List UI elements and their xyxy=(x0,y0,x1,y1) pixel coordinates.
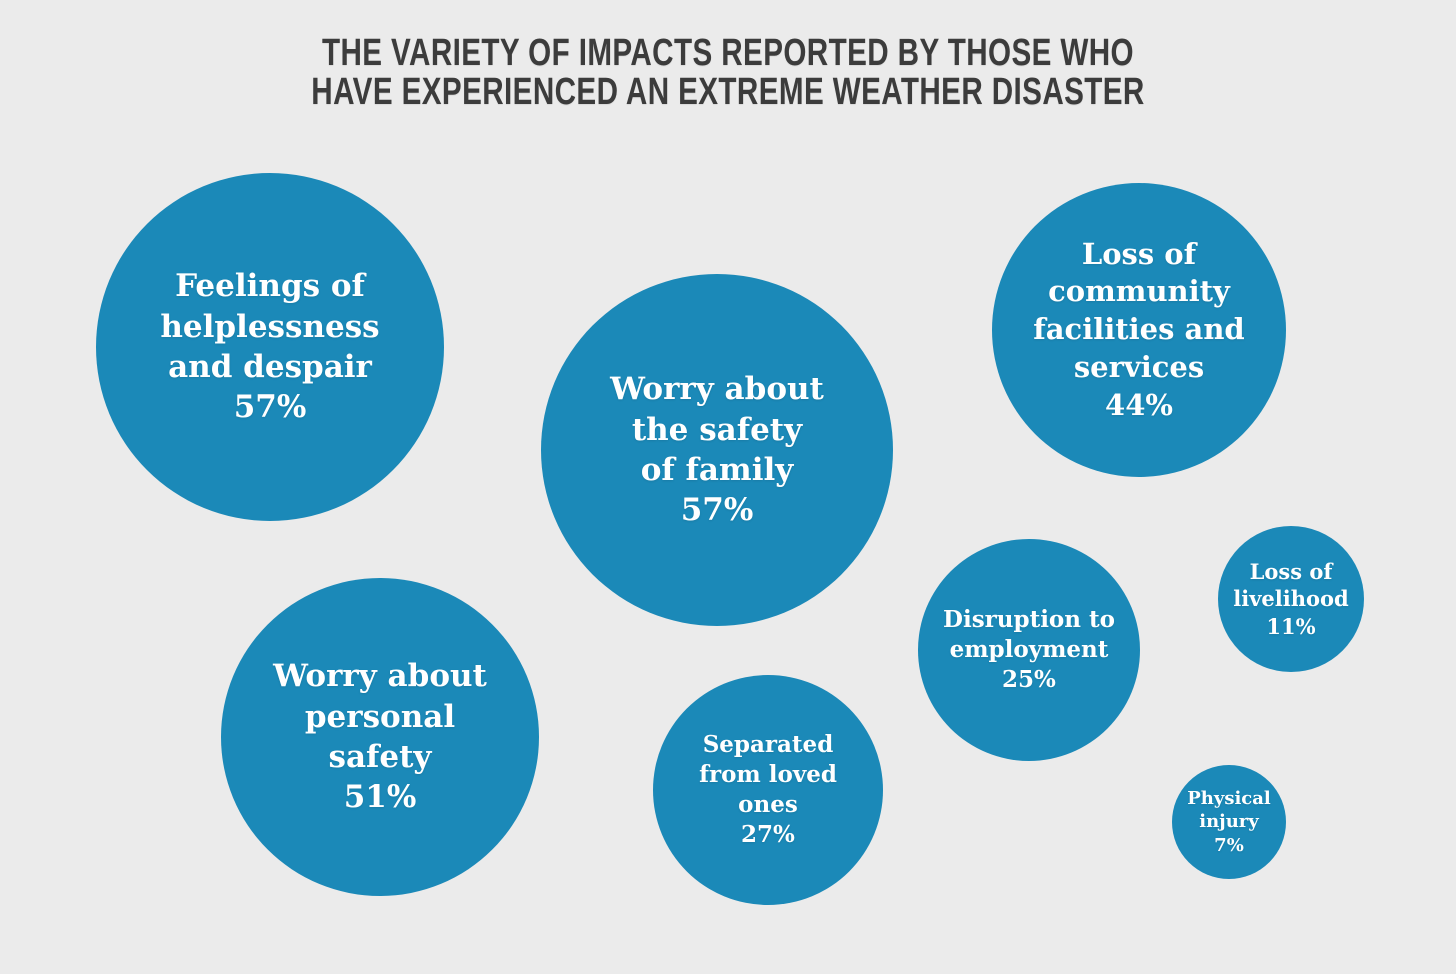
bubble-label-line: personal xyxy=(304,698,456,735)
bubble-label-line: Loss of xyxy=(1249,559,1333,585)
chart-title: THE VARIETY OF IMPACTS REPORTED BY THOSE… xyxy=(160,34,1296,112)
bubble-label-line: from loved xyxy=(699,761,837,789)
bubble-loss-of-community-facilities-and-services: Loss of community facilities and services 44… xyxy=(992,183,1286,477)
bubble-label-line: Separated xyxy=(702,731,834,759)
bubble-value: 57% xyxy=(233,389,307,426)
bubble-label-line: the safety xyxy=(631,411,803,448)
bubble-label-line: facilities and xyxy=(1033,312,1245,347)
bubble-value: 11% xyxy=(1266,613,1316,639)
bubble-label-line: Worry about xyxy=(610,371,824,408)
bubble-label-line: of family xyxy=(640,452,794,488)
bubble-label-line: Worry about xyxy=(273,658,487,695)
bubble-worry-about-personal-safety: Worry about personal safety 51% xyxy=(221,578,539,896)
chart-title-line1: THE VARIETY OF IMPACTS REPORTED BY THOSE… xyxy=(321,32,1135,74)
bubble-label-line: Loss of xyxy=(1081,236,1197,271)
bubble-label-line: livelihood xyxy=(1233,586,1349,612)
bubble-label: Separated from loved ones 27% xyxy=(699,730,837,850)
bubble-label: Worry about the safety of family 57% xyxy=(610,369,824,530)
bubble-label: Worry about personal safety 51% xyxy=(273,656,487,817)
bubble-label: Feelings of helplessness and despair 57% xyxy=(160,266,379,427)
bubble-label-line: employment xyxy=(949,636,1109,664)
bubble-label-line: and despair xyxy=(168,349,372,385)
bubble-label: Disruption to employment 25% xyxy=(943,605,1115,695)
bubble-label-line: ones xyxy=(738,791,798,818)
bubble-label-line: safety xyxy=(328,739,432,775)
bubble-label-line: community xyxy=(1048,274,1230,309)
bubble-loss-of-livelihood: Loss of livelihood 11% xyxy=(1218,526,1364,672)
bubble-feelings-of-helplessness-and-despair: Feelings of helplessness and despair 57% xyxy=(96,173,444,521)
bubble-label: Loss of livelihood 11% xyxy=(1233,558,1348,640)
bubble-value: 7% xyxy=(1214,834,1244,856)
bubble-label-line: services xyxy=(1073,349,1205,384)
bubble-physical-injury: Physical injury 7% xyxy=(1172,765,1286,879)
bubble-value: 51% xyxy=(343,779,417,816)
bubble-label: Physical injury 7% xyxy=(1187,787,1271,857)
bubble-worry-about-the-safety-of-family: Worry about the safety of family 57% xyxy=(541,274,893,626)
chart-title-line2: HAVE EXPERIENCED AN EXTREME WEATHER DISA… xyxy=(311,71,1145,113)
bubble-value: 44% xyxy=(1105,387,1173,422)
bubble-label-line: helplessness xyxy=(160,308,380,345)
bubble-disruption-to-employment: Disruption to employment 25% xyxy=(918,539,1140,761)
bubble-value: 25% xyxy=(1002,665,1056,693)
bubble-label-line: Feelings of xyxy=(175,268,365,305)
bubble-value: 27% xyxy=(741,820,795,848)
bubble-label-line: Physical xyxy=(1187,787,1271,809)
bubble-separated-from-loved-ones: Separated from loved ones 27% xyxy=(653,675,883,905)
bubble-value: 57% xyxy=(680,492,754,529)
bubble-label: Loss of community facilities and services 44… xyxy=(1033,236,1244,424)
bubble-label-line: injury xyxy=(1199,811,1259,833)
bubble-label-line: Disruption to xyxy=(943,606,1115,634)
